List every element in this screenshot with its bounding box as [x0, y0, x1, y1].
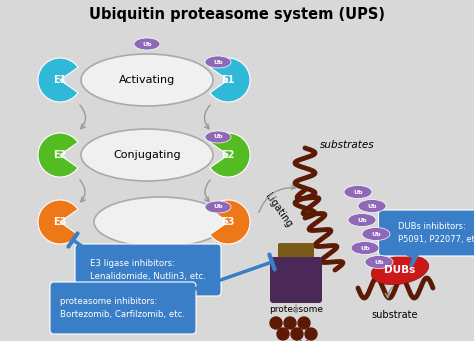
Ellipse shape — [348, 213, 376, 226]
FancyBboxPatch shape — [270, 257, 322, 303]
Text: Ub: Ub — [360, 246, 370, 251]
Text: Ubiquitin proteasome system (UPS): Ubiquitin proteasome system (UPS) — [89, 6, 385, 21]
FancyBboxPatch shape — [379, 210, 474, 256]
Text: DUBs inhibitors:
P5091, P22077, etc.: DUBs inhibitors: P5091, P22077, etc. — [398, 222, 474, 244]
Ellipse shape — [351, 241, 379, 254]
Ellipse shape — [94, 197, 226, 247]
Circle shape — [270, 317, 282, 329]
Circle shape — [277, 328, 289, 340]
Wedge shape — [38, 200, 78, 244]
Text: Ub: Ub — [374, 260, 384, 265]
Text: E3: E3 — [53, 217, 67, 227]
Text: Ligating: Ligating — [263, 191, 293, 229]
Text: DUBs: DUBs — [384, 265, 416, 275]
Text: E3: E3 — [221, 217, 235, 227]
Text: Ub: Ub — [357, 218, 367, 222]
Text: peptide: peptide — [277, 340, 315, 341]
Text: Activating: Activating — [119, 75, 175, 85]
Ellipse shape — [134, 38, 160, 50]
Ellipse shape — [205, 56, 231, 68]
Circle shape — [284, 317, 296, 329]
Text: E3 ligase inhibitors:
Lenalidomide, Nutlin3, etc.: E3 ligase inhibitors: Lenalidomide, Nutl… — [90, 259, 206, 281]
Text: Ub: Ub — [213, 59, 223, 64]
FancyBboxPatch shape — [75, 244, 221, 296]
Text: Ub: Ub — [353, 190, 363, 194]
Text: Ub: Ub — [371, 232, 381, 237]
FancyBboxPatch shape — [278, 243, 314, 265]
Ellipse shape — [81, 129, 213, 181]
Ellipse shape — [358, 199, 386, 212]
Ellipse shape — [344, 186, 372, 198]
Ellipse shape — [365, 255, 393, 268]
Ellipse shape — [205, 131, 231, 143]
Text: proteasome inhibitors:
Bortezomib, Carfilzomib, etc.: proteasome inhibitors: Bortezomib, Carfi… — [61, 297, 185, 319]
Circle shape — [291, 328, 303, 340]
Text: Ub: Ub — [213, 134, 223, 139]
Wedge shape — [210, 58, 250, 102]
Wedge shape — [210, 200, 250, 244]
Wedge shape — [38, 58, 78, 102]
Circle shape — [305, 328, 317, 340]
Text: E1: E1 — [53, 75, 67, 85]
Text: Ub: Ub — [142, 42, 152, 46]
Text: Conjugating: Conjugating — [113, 150, 181, 160]
Text: E2: E2 — [53, 150, 67, 160]
Text: Ub: Ub — [213, 205, 223, 209]
Text: proteasome: proteasome — [269, 306, 323, 314]
Text: substrates: substrates — [320, 140, 374, 150]
Circle shape — [298, 317, 310, 329]
Wedge shape — [38, 133, 78, 177]
FancyBboxPatch shape — [50, 282, 196, 334]
Text: E1: E1 — [221, 75, 235, 85]
Ellipse shape — [362, 227, 390, 240]
Wedge shape — [210, 133, 250, 177]
Ellipse shape — [205, 201, 231, 213]
Ellipse shape — [81, 54, 213, 106]
Ellipse shape — [371, 255, 428, 285]
Text: substrate: substrate — [372, 310, 418, 320]
Text: E2: E2 — [221, 150, 235, 160]
Text: Ub: Ub — [367, 204, 377, 208]
